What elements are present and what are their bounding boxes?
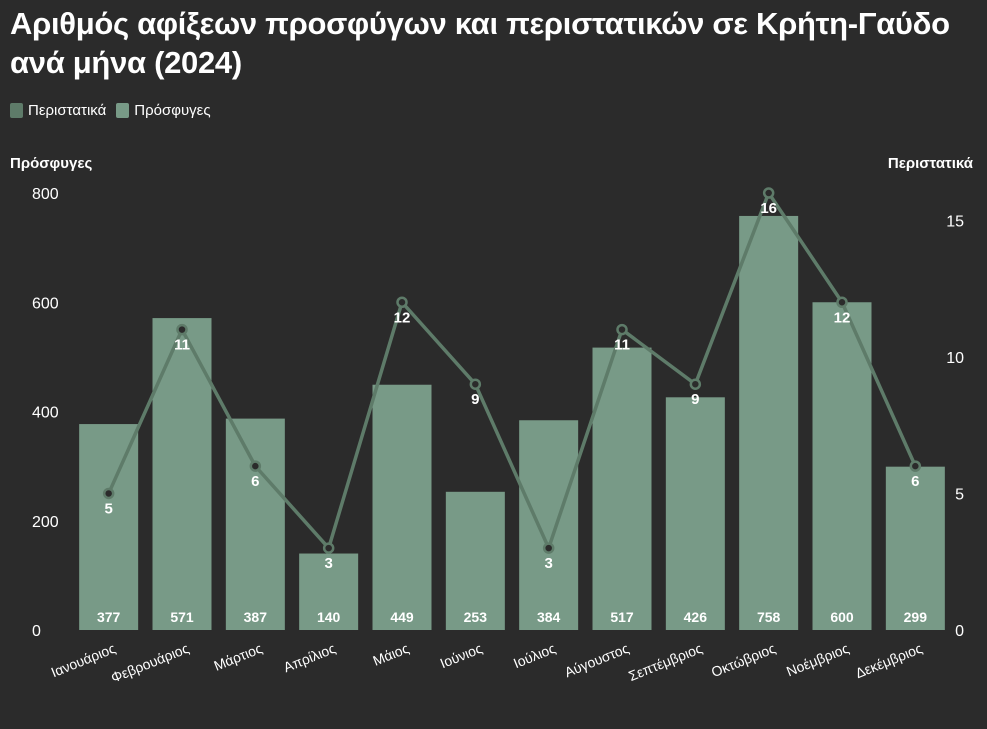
legend-label-incidents: Περιστατικά (28, 102, 107, 119)
line-point (689, 378, 702, 390)
incidents-line (107, 191, 917, 550)
line-point (396, 296, 408, 308)
bar-value-label: 253 (464, 609, 488, 625)
right-axis-tick-label: 10 (946, 350, 964, 367)
line-value-label: 3 (324, 555, 332, 572)
legend-item-incidents: Περιστατικά (10, 102, 106, 119)
bar (885, 466, 945, 630)
bar-value-label: 600 (830, 609, 854, 625)
bar (445, 491, 505, 630)
left-axis-tick-label: 400 (32, 405, 59, 422)
left-axis-tick-label: 800 (32, 186, 59, 203)
x-axis-tick-label: Σεπτέμβριος (626, 640, 705, 684)
bar-value-label: 449 (390, 609, 414, 625)
x-axis-tick-label: Μάιος (370, 640, 411, 669)
right-axis-tick-label: 0 (955, 623, 964, 640)
bar (665, 397, 725, 630)
bar (812, 302, 872, 630)
x-axis-tick-label: Απρίλιος (281, 640, 338, 675)
x-axis-tick-label: Μάρτιος (211, 640, 264, 674)
bar (372, 384, 432, 630)
legend-swatch-incidents (10, 103, 23, 118)
legend-label-refugees: Πρόσφυγες (134, 102, 211, 119)
line-point (249, 460, 262, 472)
bar (592, 347, 652, 630)
right-axis-tick-label: 15 (946, 213, 964, 230)
line-value-label: 11 (174, 337, 190, 354)
left-axis-title: Πρόσφυγες (10, 155, 93, 172)
line-point (836, 296, 848, 308)
line-value-label: 5 (104, 500, 112, 517)
line-value-label: 12 (834, 309, 851, 326)
bar (225, 418, 285, 630)
bar-value-label: 377 (97, 609, 121, 625)
right-axis-title: Περιστατικά (887, 155, 973, 172)
line-value-label: 3 (544, 555, 552, 572)
left-axis-tick-label: 200 (32, 514, 59, 531)
line-point (469, 378, 482, 390)
line-value-label: 12 (394, 309, 411, 326)
right-axis-tick-label: 5 (955, 486, 964, 503)
bar-value-label: 384 (537, 609, 561, 625)
line-point (616, 323, 628, 336)
legend-swatch-refugees (116, 103, 130, 118)
line-point (322, 542, 335, 554)
line-value-label: 16 (760, 200, 777, 217)
line-point (102, 487, 115, 500)
line-value-label: 9 (471, 391, 479, 408)
line-point (176, 323, 188, 336)
line-value-label: 6 (911, 473, 919, 490)
left-axis-tick-label: 0 (32, 623, 41, 640)
bar (739, 215, 799, 630)
bar-value-label: 387 (244, 609, 268, 625)
line-point (762, 187, 775, 199)
bar (79, 424, 139, 630)
line-point (542, 542, 555, 554)
x-axis-tick-label: Δεκέμβριος (853, 640, 925, 681)
bar-value-label: 571 (170, 609, 194, 625)
line-value-label: 6 (251, 473, 259, 490)
x-axis-tick-label: Ιανουάριος (49, 640, 118, 680)
bar-value-label: 517 (610, 609, 634, 625)
bar-value-label: 426 (684, 609, 708, 625)
bar (299, 553, 359, 630)
bar-value-label: 140 (317, 609, 341, 625)
left-axis-tick-label: 600 (32, 295, 59, 312)
x-axis-tick-label: Αύγουστος (562, 640, 631, 680)
line-value-label: 11 (614, 337, 630, 354)
x-axis-tick-label: Ιούλιος (511, 640, 558, 671)
x-axis-tick-label: Οκτώβριος (709, 640, 778, 680)
chart-title: Αριθμός αφίξεων προσφύγων και περιστατικ… (10, 6, 950, 80)
bar-value-label: 758 (757, 609, 781, 625)
x-axis-tick-label: Νοέμβριος (784, 640, 851, 680)
x-axis-tick-label: Ιούνιος (438, 640, 485, 671)
legend: Περιστατικά Πρόσφυγες (10, 102, 221, 119)
line-point (909, 460, 922, 472)
bar-value-label: 299 (904, 609, 928, 625)
legend-item-refugees: Πρόσφυγες (116, 102, 211, 119)
x-axis-tick-label: Φεβρουάριος (109, 640, 192, 686)
bar (519, 420, 579, 630)
line-value-label: 9 (691, 391, 699, 408)
